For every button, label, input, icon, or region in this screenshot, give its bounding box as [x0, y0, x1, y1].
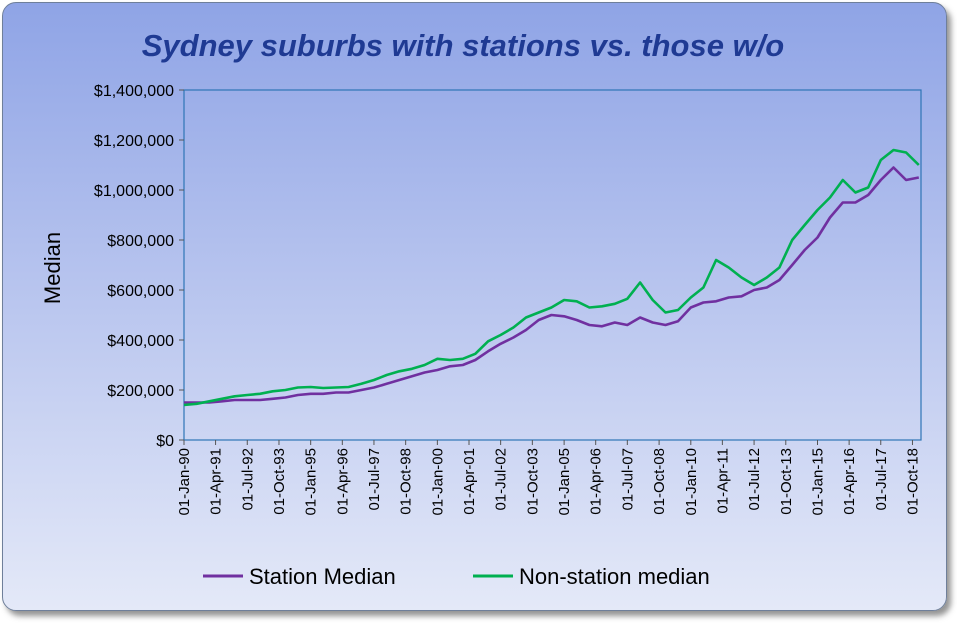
x-tick-label: 01-Jul-17 [873, 448, 890, 511]
x-tick-label: 01-Apr-06 [588, 448, 605, 515]
x-tick-label: 01-Apr-96 [334, 448, 351, 515]
x-tick-label: 01-Jul-92 [239, 448, 256, 511]
chart-card: Sydney suburbs with stations vs. those w… [2, 2, 947, 611]
series-line-non-station-median [183, 148, 920, 407]
x-tick-label: 01-Oct-13 [778, 448, 795, 515]
x-tick-label: 01-Apr-01 [461, 448, 478, 515]
line-chart: Sydney suburbs with stations vs. those w… [40, 28, 922, 589]
x-tick-label: 01-Jan-05 [556, 448, 573, 516]
x-tick-label: 01-Jan-90 [176, 448, 193, 516]
x-tick-label: 01-Apr-91 [208, 448, 225, 515]
y-tick-label: $1,400,000 [94, 83, 174, 100]
x-axis: 01-Jan-90 01-Apr-91 01-Jul-92 01-Oct-93 01-J… [176, 440, 921, 516]
x-tick-label: 01-Jul-07 [619, 448, 636, 511]
x-tick-label: 01-Apr-16 [841, 448, 858, 515]
y-axis: $0 $200,000 $400,000 $600,000 $800,000 $1,000… [94, 83, 184, 450]
x-tick-label: 01-Apr-11 [714, 448, 731, 514]
x-tick-label: 01-Jul-12 [746, 448, 763, 511]
y-tick-label: $600,000 [107, 283, 174, 300]
chart-title: Sydney suburbs with stations vs. those w… [142, 28, 785, 63]
y-axis-label: Median [40, 232, 65, 304]
y-tick-label: $0 [156, 433, 174, 450]
y-tick-label: $400,000 [107, 333, 174, 350]
x-tick-label: 01-Jul-02 [493, 448, 510, 511]
plot-area [183, 89, 922, 441]
x-tick-label: 01-Oct-18 [904, 448, 921, 515]
legend-label: Non-station median [519, 564, 710, 589]
y-tick-label: $800,000 [107, 233, 174, 250]
x-tick-label: 01-Oct-93 [271, 448, 288, 515]
x-tick-label: 01-Jan-15 [809, 448, 826, 516]
x-tick-label: 01-Jan-10 [683, 448, 700, 516]
x-tick-label: 01-Oct-08 [651, 448, 668, 515]
series-layer [183, 148, 920, 407]
y-tick-label: $1,000,000 [94, 183, 174, 200]
x-tick-label: 01-Jan-95 [303, 448, 320, 516]
x-tick-label: 01-Jul-97 [366, 448, 383, 511]
series-line-station-median [184, 166, 920, 404]
x-tick-label: 01-Oct-03 [524, 448, 541, 515]
x-tick-label: 01-Oct-98 [398, 448, 415, 515]
x-tick-label: 01-Jan-00 [429, 448, 446, 516]
y-tick-label: $1,200,000 [94, 133, 174, 150]
y-tick-label: $200,000 [107, 383, 174, 400]
legend: Station Median Non-station median [203, 564, 710, 589]
legend-label: Station Median [249, 564, 396, 589]
